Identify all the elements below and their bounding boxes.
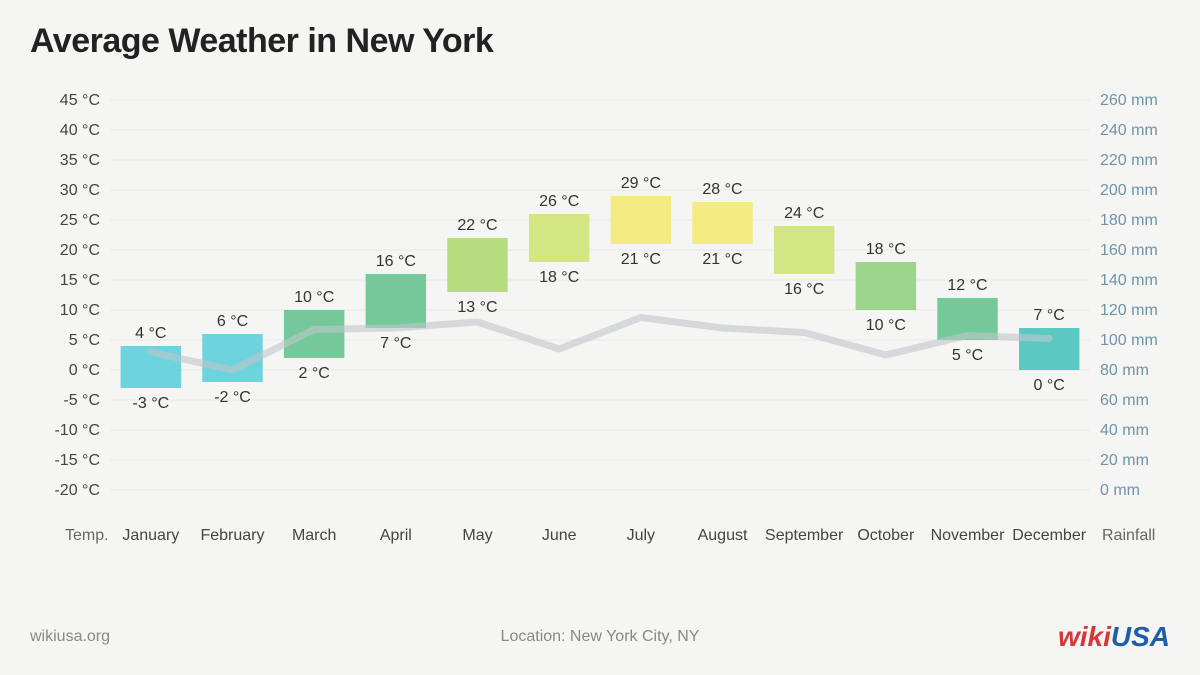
temp-tick-label: 40 °C	[60, 122, 100, 139]
temp-tick-label: 25 °C	[60, 212, 100, 229]
left-axis-title: Temp.	[65, 527, 109, 544]
temp-low-label: 7 °C	[380, 335, 411, 352]
rain-tick-label: 200 mm	[1100, 182, 1158, 199]
month-label: March	[292, 527, 336, 544]
footer-location: Location: New York City, NY	[30, 628, 1170, 646]
temp-high-label: 4 °C	[135, 325, 166, 342]
rain-tick-label: 100 mm	[1100, 332, 1158, 349]
temp-tick-label: -5 °C	[63, 392, 100, 409]
temp-high-label: 16 °C	[376, 253, 416, 270]
month-label: August	[698, 527, 748, 544]
temp-high-label: 29 °C	[621, 175, 661, 192]
temp-tick-label: 45 °C	[60, 92, 100, 109]
logo-blue: USA	[1111, 621, 1170, 652]
temp-high-label: 7 °C	[1034, 307, 1065, 324]
temp-tick-label: 30 °C	[60, 182, 100, 199]
temp-tick-label: 35 °C	[60, 152, 100, 169]
rain-tick-label: 20 mm	[1100, 452, 1149, 469]
rain-tick-label: 240 mm	[1100, 122, 1158, 139]
temp-tick-label: 5 °C	[69, 332, 100, 349]
temp-bar	[447, 238, 507, 292]
rain-tick-label: 160 mm	[1100, 242, 1158, 259]
month-label: November	[931, 527, 1005, 544]
temp-tick-label: -10 °C	[54, 422, 100, 439]
temp-tick-label: -15 °C	[54, 452, 100, 469]
temp-tick-label: 15 °C	[60, 272, 100, 289]
footer: wikiusa.org Location: New York City, NY …	[30, 621, 1170, 653]
month-label: July	[627, 527, 655, 544]
rain-tick-label: 180 mm	[1100, 212, 1158, 229]
temp-bar	[366, 274, 426, 328]
month-label: January	[122, 527, 179, 544]
temp-low-label: -3 °C	[133, 395, 170, 412]
rain-tick-label: 140 mm	[1100, 272, 1158, 289]
temp-high-label: 18 °C	[866, 241, 906, 258]
temp-low-label: 18 °C	[539, 269, 579, 286]
temp-low-label: 0 °C	[1034, 377, 1065, 394]
temp-bar	[284, 310, 344, 358]
rain-tick-label: 220 mm	[1100, 152, 1158, 169]
rain-tick-label: 80 mm	[1100, 362, 1149, 379]
month-label: April	[380, 527, 412, 544]
temp-low-label: 21 °C	[702, 251, 742, 268]
temp-bar	[692, 202, 752, 244]
temp-bar	[529, 214, 589, 262]
rain-tick-label: 0 mm	[1100, 482, 1140, 499]
temp-tick-label: 20 °C	[60, 242, 100, 259]
temp-bar	[774, 226, 834, 274]
temp-low-label: 13 °C	[457, 299, 497, 316]
temp-tick-label: 10 °C	[60, 302, 100, 319]
rain-tick-label: 120 mm	[1100, 302, 1158, 319]
temp-tick-label: -20 °C	[54, 482, 100, 499]
month-label: December	[1012, 527, 1086, 544]
temp-low-label: 5 °C	[952, 347, 983, 364]
right-axis-title: Rainfall	[1102, 527, 1155, 544]
temp-high-label: 26 °C	[539, 193, 579, 210]
month-label: February	[200, 527, 264, 544]
rain-tick-label: 40 mm	[1100, 422, 1149, 439]
temp-low-label: 16 °C	[784, 281, 824, 298]
page-title: Average Weather in New York	[30, 22, 493, 61]
temp-low-label: 21 °C	[621, 251, 661, 268]
month-label: October	[857, 527, 915, 544]
weather-chart: -20 °C -15 °C -10 °C -5 °C 0 °C 5 °C 10 °C 15 °…	[30, 90, 1170, 560]
temp-low-label: 2 °C	[299, 365, 330, 382]
temp-high-label: 22 °C	[457, 217, 497, 234]
temp-tick-label: 0 °C	[69, 362, 100, 379]
month-label: May	[462, 527, 492, 544]
logo: wikiUSA	[1058, 621, 1170, 653]
temp-high-label: 12 °C	[947, 277, 987, 294]
temp-high-label: 6 °C	[217, 313, 248, 330]
temp-low-label: -2 °C	[214, 389, 251, 406]
month-label: June	[542, 527, 577, 544]
temp-high-label: 10 °C	[294, 289, 334, 306]
month-label: September	[765, 527, 844, 544]
temp-high-label: 24 °C	[784, 205, 824, 222]
logo-red: wiki	[1058, 621, 1111, 652]
rain-tick-label: 60 mm	[1100, 392, 1149, 409]
temp-low-label: 10 °C	[866, 317, 906, 334]
temp-bar	[856, 262, 916, 310]
rain-tick-label: 260 mm	[1100, 92, 1158, 109]
temp-high-label: 28 °C	[702, 181, 742, 198]
temp-bar	[611, 196, 671, 244]
